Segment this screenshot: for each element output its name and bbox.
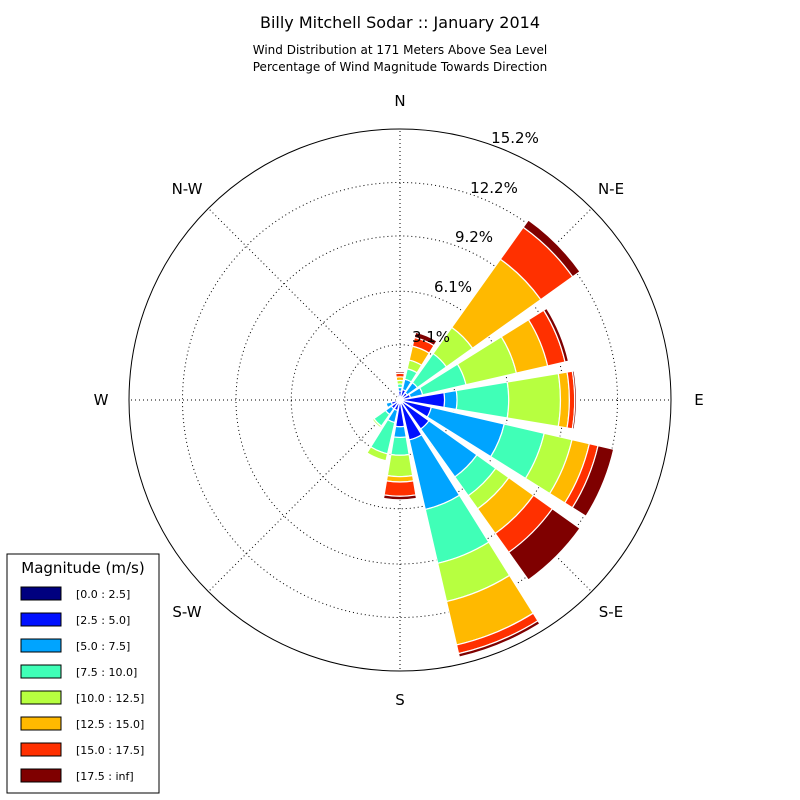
wind-bar-segment (366, 446, 389, 462)
radial-tick-label: 12.2% (470, 179, 518, 197)
wind-bar-segment (542, 307, 570, 363)
wind-bar-segment (571, 370, 578, 430)
legend-label: [15.0 : 17.5] (76, 744, 144, 757)
legend-label: [17.5 : inf] (76, 770, 134, 783)
legend-title: Magnitude (m/s) (21, 559, 144, 577)
legend-swatch (20, 664, 62, 679)
radial-tick-labels: 3.1% 6.1% 9.2% 12.2% 15.2% (412, 129, 539, 346)
wind-bar-segment (571, 445, 615, 518)
legend-swatch (20, 690, 62, 705)
radial-tick-label: 6.1% (434, 278, 472, 296)
direction-labels: N N-E E S-E S S-W W N-W (94, 92, 704, 709)
legend: Magnitude (m/s) [0.0 : 2.5] [2.5 : 5.0] [5… (6, 553, 160, 794)
wind-bar-segment (413, 331, 438, 347)
wind-bar-segment (443, 389, 458, 411)
wind-bar-segment (383, 480, 417, 497)
legend-label: [10.0 : 12.5] (76, 692, 144, 705)
direction-label: S (395, 691, 405, 709)
direction-label: E (694, 391, 703, 409)
grid-spoke (208, 399, 401, 592)
legend-swatch (20, 612, 62, 627)
wind-bar-segment (522, 219, 581, 278)
legend-swatch (20, 586, 62, 601)
direction-label: N (394, 92, 405, 110)
wind-bar-segment (385, 401, 394, 409)
direction-label: N-E (598, 180, 624, 198)
grid-ring (181, 181, 619, 619)
wind-bar-segment (506, 372, 562, 428)
chart-subtitle-line-1: Wind Distribution at 171 Meters Above Se… (253, 43, 548, 57)
legend-label: [0.0 : 2.5] (76, 588, 130, 601)
chart-subtitle-line-2: Percentage of Wind Magnitude Towards Dir… (253, 60, 547, 74)
wind-bar-segment (393, 425, 407, 439)
outer-ring (128, 128, 672, 672)
wind-bar-segment (457, 619, 541, 658)
direction-label: S-E (599, 603, 623, 621)
legend-label: [5.0 : 7.5] (76, 640, 130, 653)
radial-tick-label: 15.2% (491, 129, 539, 147)
direction-label: S-W (172, 603, 201, 621)
wind-bar-segment (386, 453, 414, 478)
grid-spoke (208, 208, 401, 401)
legend-label: [12.5 : 15.0] (76, 718, 144, 731)
wind-bar-segment (371, 417, 383, 429)
wind-bar-segment (394, 370, 406, 375)
wind-bar-segment (507, 507, 581, 581)
wind-bar-segment (382, 494, 418, 501)
wind-bar-segment (396, 394, 401, 401)
direction-label: W (94, 391, 109, 409)
legend-swatch (20, 716, 62, 731)
legend-swatch (20, 768, 62, 783)
legend-swatch (20, 742, 62, 757)
legend-items: [0.0 : 2.5] [2.5 : 5.0] [5.0 : 7.5] [7.5 : … (20, 586, 144, 783)
legend-swatch (20, 638, 62, 653)
radial-tick-label: 3.1% (412, 328, 450, 346)
chart-title: Billy Mitchell Sodar :: January 2014 (260, 13, 540, 32)
legend-label: [7.5 : 10.0] (76, 666, 137, 679)
legend-label: [2.5 : 5.0] (76, 614, 130, 627)
radial-tick-label: 9.2% (455, 228, 493, 246)
wind-bar-segment (390, 436, 410, 456)
wind-bar-segment (455, 381, 510, 419)
direction-label: N-W (172, 180, 203, 198)
wind-bars (366, 219, 615, 658)
